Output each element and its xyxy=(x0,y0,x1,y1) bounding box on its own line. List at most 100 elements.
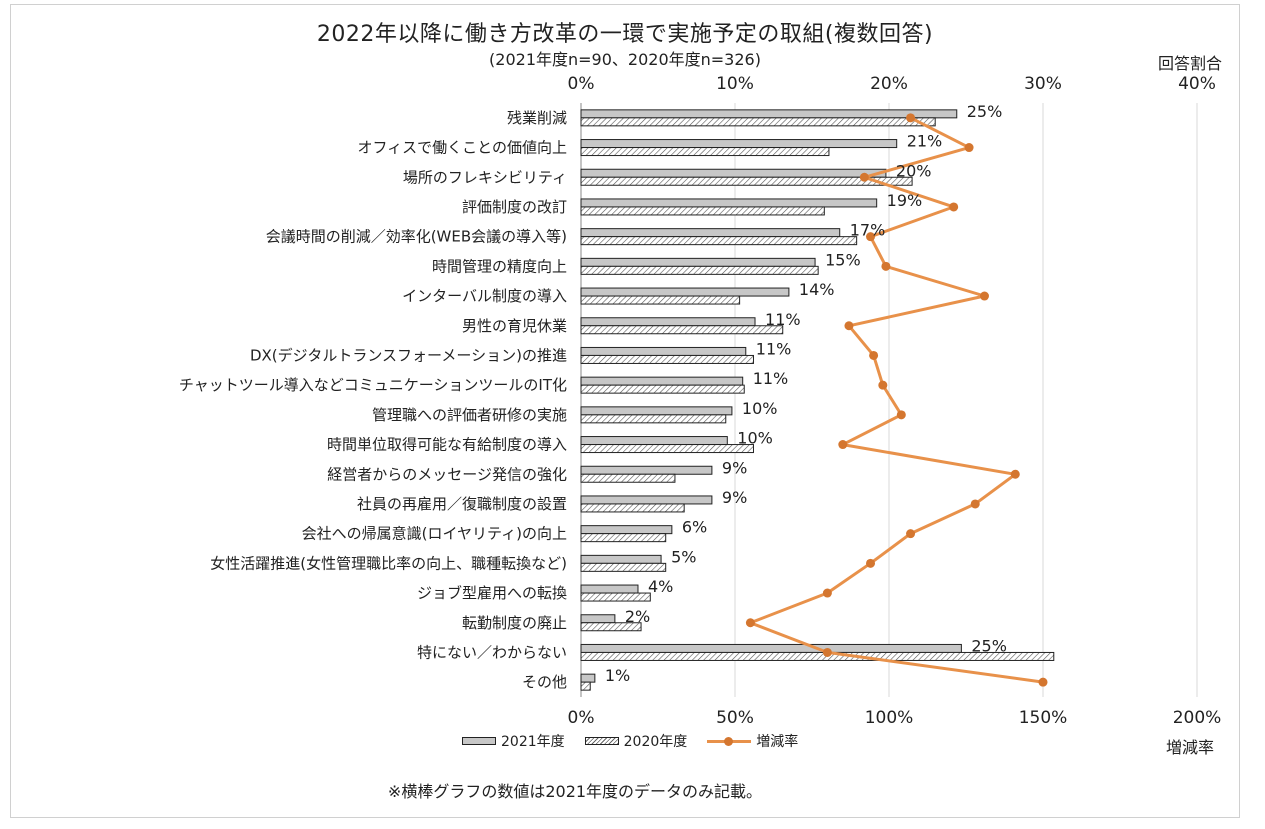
bar-2020 xyxy=(580,295,741,305)
bar-2020 xyxy=(580,473,676,483)
top-axis-tick-label: 20% xyxy=(870,74,908,94)
category-label: 社員の再雇用／復職制度の設置 xyxy=(357,495,567,513)
bar-2020 xyxy=(580,176,913,186)
bar-2021 xyxy=(580,406,733,416)
change-rate-point xyxy=(970,499,980,509)
chart-subtitle: (2021年度n=90、2020年度n=326) xyxy=(489,50,761,69)
bar-data-label: 25% xyxy=(971,636,1007,655)
change-rate-point xyxy=(822,588,832,598)
category-label: 場所のフレキシビリティ xyxy=(403,168,567,186)
category-label: オフィスで働くことの価値向上 xyxy=(357,139,567,157)
bar-2021 xyxy=(580,495,713,505)
bar-2020 xyxy=(580,265,819,275)
bar-data-label: 19% xyxy=(887,191,923,210)
category-label: ジョブ型雇用への転換 xyxy=(417,584,567,602)
legend-item-2020: 2020年度 xyxy=(584,731,687,751)
bar-2020 xyxy=(580,503,685,513)
bar-2021 xyxy=(580,673,596,683)
change-rate-point xyxy=(1010,469,1020,479)
change-rate-point xyxy=(866,558,876,568)
category-label: 女性活躍推進(女性管理職比率の向上、職種転換など) xyxy=(210,554,567,572)
category-label: 男性の育児休業 xyxy=(462,317,567,335)
bar-data-label: 9% xyxy=(722,458,747,477)
category-label: 時間単位取得可能な有給制度の導入 xyxy=(327,436,567,454)
bottom-axis-tick-label: 50% xyxy=(716,708,754,728)
legend-label-change-rate: 増減率 xyxy=(756,734,799,750)
change-rate-point xyxy=(844,321,854,331)
bar-2021 xyxy=(580,643,962,653)
category-label: 残業削減 xyxy=(507,109,567,127)
bar-2020 xyxy=(580,117,936,127)
bar-2021 xyxy=(580,109,958,119)
bottom-axis-tick-label: 200% xyxy=(1173,708,1222,728)
change-rate-point xyxy=(949,202,959,212)
change-rate-point xyxy=(896,410,906,420)
chart-legend: 2021年度 2020年度 増減率 xyxy=(462,731,818,751)
bar-2021 xyxy=(580,287,790,297)
bar-2021 xyxy=(580,554,662,564)
bar-data-label: 10% xyxy=(742,399,778,418)
change-rate-point xyxy=(906,529,916,539)
bar-2021 xyxy=(580,346,747,356)
bar-2021 xyxy=(580,228,841,238)
change-rate-point xyxy=(859,172,869,182)
change-rate-point xyxy=(745,618,755,628)
top-axis-tick-label: 30% xyxy=(1024,74,1062,94)
change-rate-point xyxy=(869,350,879,360)
chart-footnote: ※横棒グラフの数値は2021年度のデータのみ記載。 xyxy=(387,782,763,801)
bar-2021 xyxy=(580,465,713,475)
bar-2020 xyxy=(580,414,727,424)
bar-2020 xyxy=(580,562,667,572)
category-label: インターバル制度の導入 xyxy=(402,287,567,305)
bar-2021 xyxy=(580,614,616,624)
category-label: DX(デジタルトランスフォーメーション)の推進 xyxy=(250,346,567,364)
legend-label-2021: 2021年度 xyxy=(501,734,565,750)
category-label: 評価制度の改訂 xyxy=(462,198,567,216)
change-rate-point xyxy=(881,261,891,271)
bar-2020 xyxy=(580,236,858,246)
top-axis-tick-label: 10% xyxy=(716,74,754,94)
bar-data-label: 20% xyxy=(896,161,932,180)
category-label: 時間管理の精度向上 xyxy=(432,257,567,275)
legend-swatch-2020 xyxy=(584,737,619,745)
bar-2021 xyxy=(580,376,744,386)
bar-2020 xyxy=(580,325,784,335)
change-rate-point xyxy=(964,143,974,153)
bar-data-label: 17% xyxy=(850,221,886,240)
bar-2020 xyxy=(580,354,754,364)
change-rate-point xyxy=(979,291,989,301)
bar-2020 xyxy=(580,147,830,157)
bar-2020 xyxy=(580,206,825,216)
bottom-axis-title: 増減率 xyxy=(1165,738,1214,757)
change-rate-point xyxy=(1038,677,1048,687)
bar-2021 xyxy=(580,584,639,594)
bar-2020 xyxy=(580,651,1055,661)
category-label: 特にない／わからない xyxy=(417,643,567,661)
legend-item-2021: 2021年度 xyxy=(462,731,565,751)
bar-2020 xyxy=(580,622,642,632)
top-axis-tick-label: 40% xyxy=(1178,74,1216,94)
bar-2020 xyxy=(580,444,754,454)
bar-2021 xyxy=(580,198,878,208)
bar-data-label: 9% xyxy=(722,488,747,507)
change-rate-point xyxy=(822,647,832,657)
change-rate-point xyxy=(906,113,916,123)
bottom-axis-tick-label: 100% xyxy=(865,708,914,728)
change-rate-line xyxy=(748,116,1044,684)
bar-2020 xyxy=(580,681,591,691)
bar-data-label: 5% xyxy=(671,547,696,566)
category-label: その他 xyxy=(522,673,567,691)
bar-data-label: 14% xyxy=(799,280,835,299)
bar-2021 xyxy=(580,168,887,178)
category-label: 会社への帰属意識(ロイヤリティ)の向上 xyxy=(302,525,567,543)
top-axis-tick-label: 0% xyxy=(568,74,595,94)
bar-2021 xyxy=(580,257,816,267)
bar-data-label: 2% xyxy=(625,607,650,626)
change-rate-point xyxy=(878,380,888,390)
category-label: 会議時間の削減／効率化(WEB会議の導入等) xyxy=(266,228,567,246)
category-label: 経営者からのメッセージ発信の強化 xyxy=(327,465,567,483)
bar-data-label: 15% xyxy=(825,250,861,269)
bar-2021 xyxy=(580,139,898,149)
bottom-axis-tick-label: 0% xyxy=(568,708,595,728)
